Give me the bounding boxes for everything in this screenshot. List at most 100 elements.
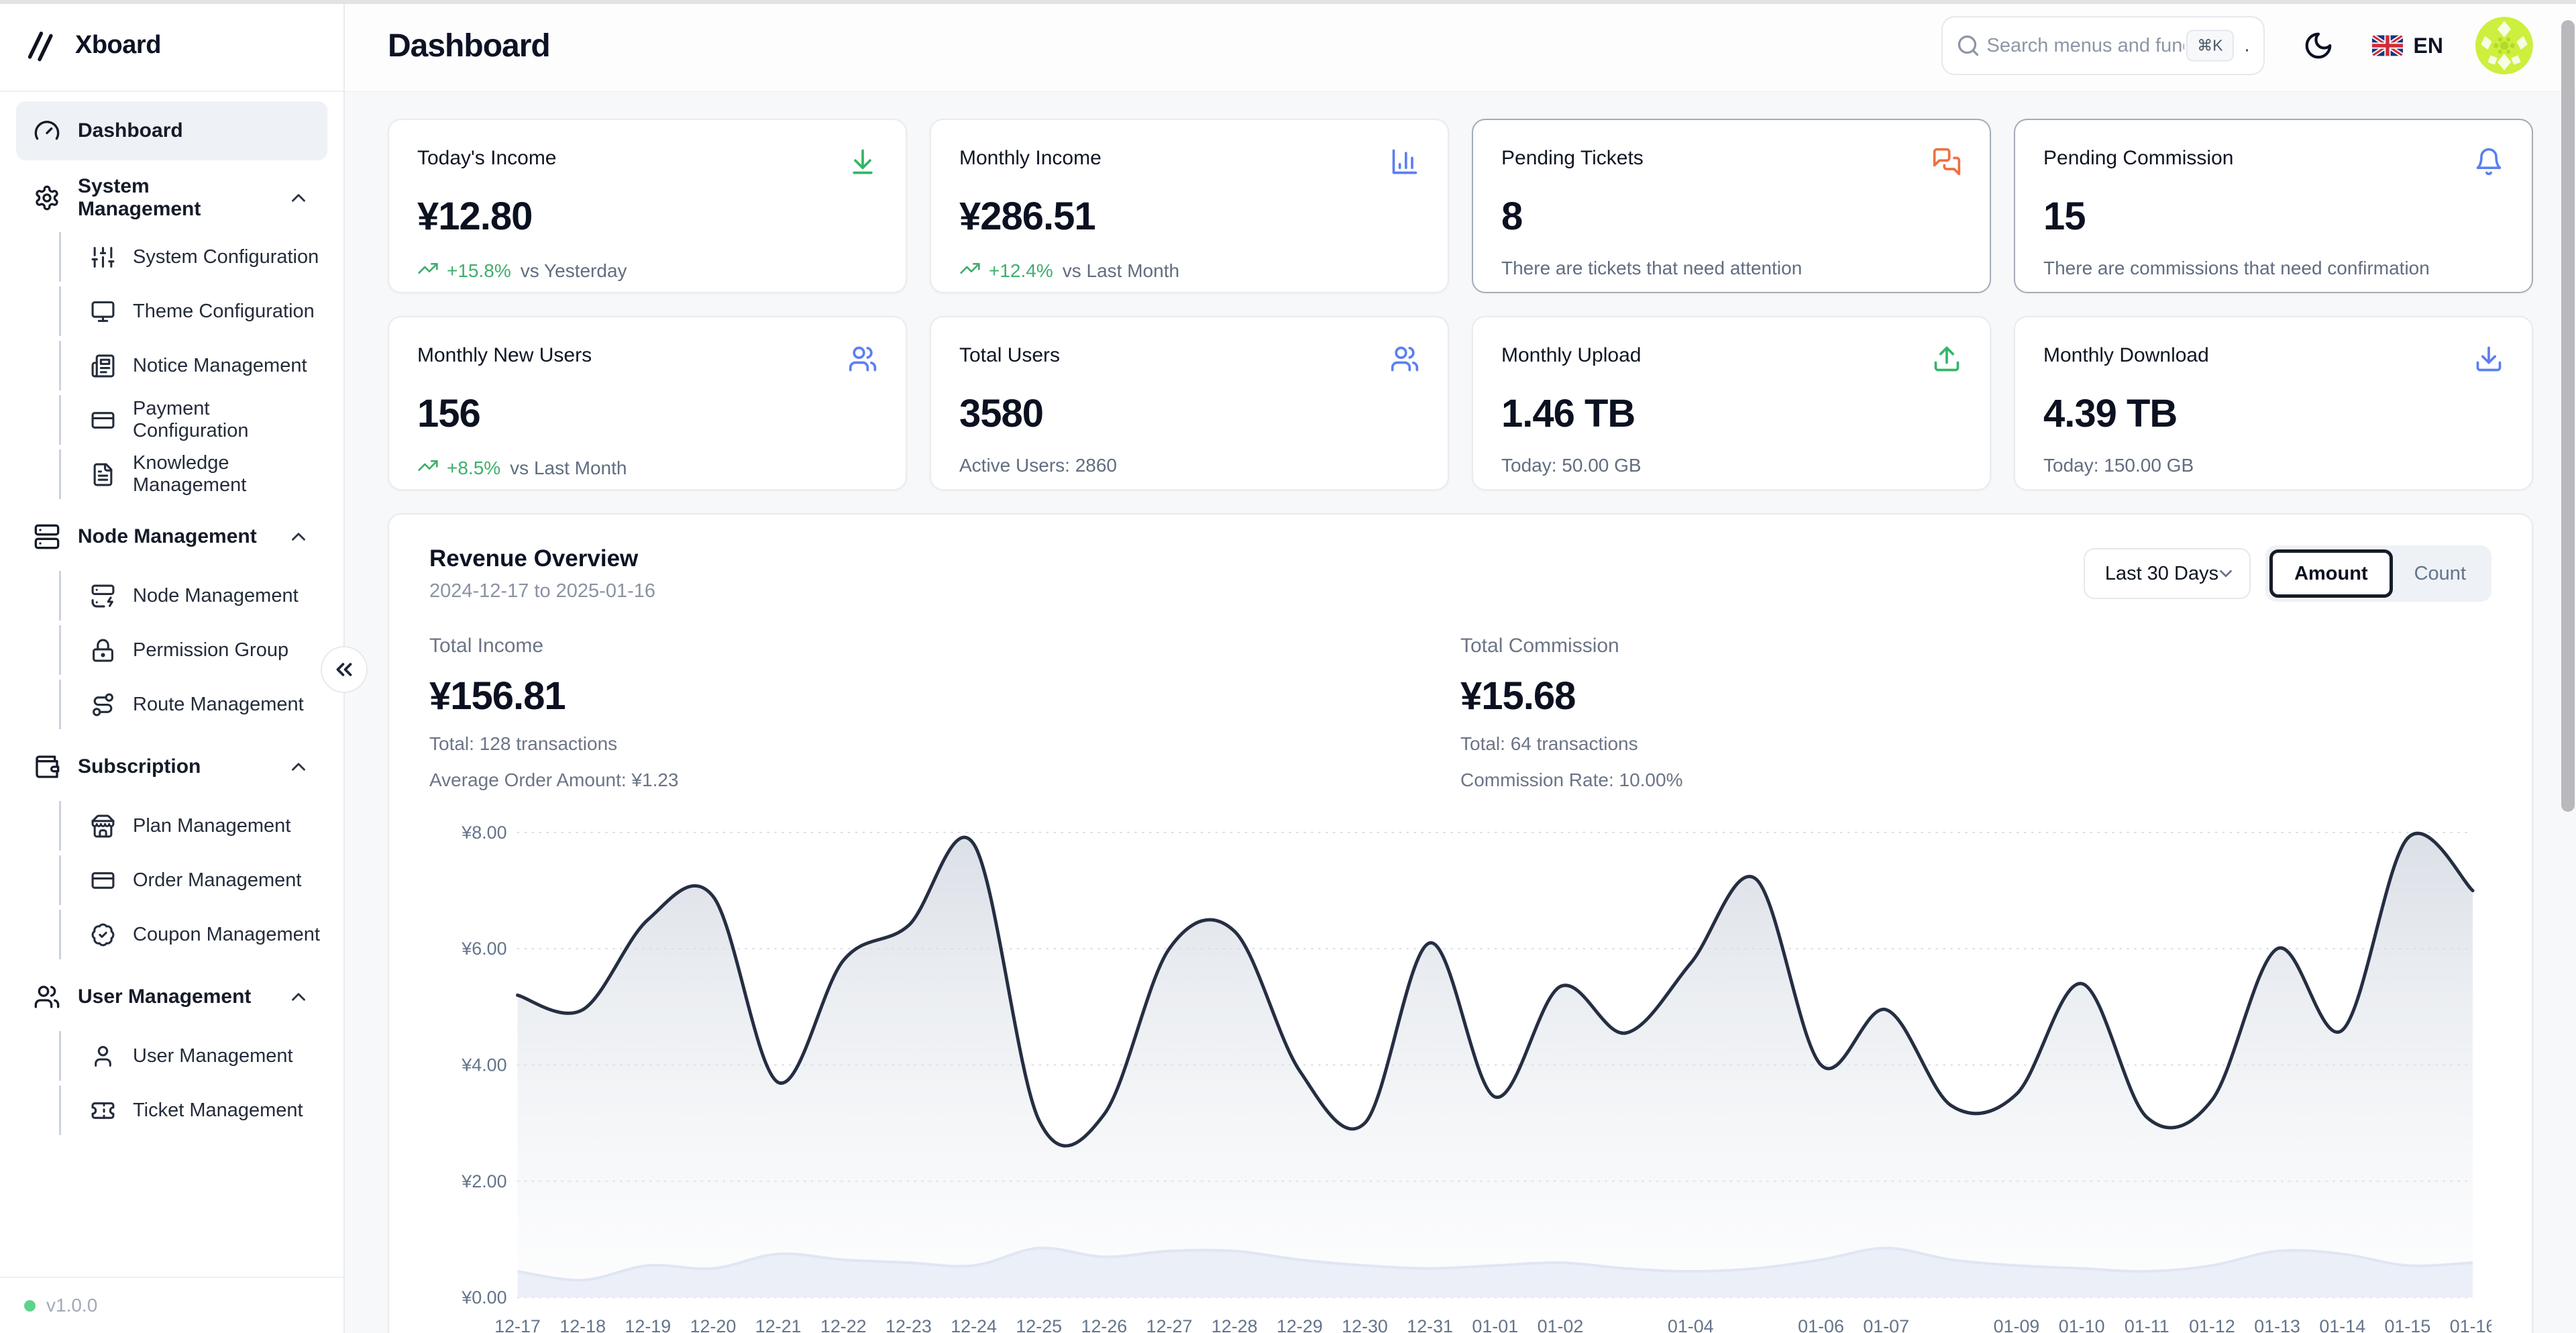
sidebar-subitem-label: Ticket Management — [133, 1099, 303, 1121]
sidebar-subitem-payment-configuration[interactable]: Payment Configuration — [59, 395, 327, 445]
bell-icon — [2474, 147, 2504, 176]
stat-card-title: Total Users — [959, 344, 1061, 366]
stat-card-monthly-download: Monthly Download 4.39 TB Today: 150.00 GB — [2014, 316, 2533, 490]
x-axis-label: 01-10 — [2059, 1316, 2105, 1333]
x-axis-label: 01-04 — [1668, 1316, 1714, 1333]
app-logo-row[interactable]: Xboard — [0, 0, 343, 92]
sidebar-subitem-order-management[interactable]: Order Management — [59, 855, 327, 905]
x-axis-label: 12-17 — [494, 1316, 541, 1333]
total-income-line1: Total: 128 transactions — [429, 733, 618, 754]
sidebar-item-node-management[interactable]: Node Management — [16, 507, 327, 566]
trending-up-icon — [417, 455, 439, 481]
stat-card-today-s-income: Today's Income ¥12.80 +15.8% vs Yesterday — [388, 119, 907, 293]
credit-card-icon — [91, 868, 115, 893]
revenue-controls: Last 30 Days Amount Count — [2083, 545, 2491, 602]
stat-card-value: 15 — [2043, 195, 2086, 238]
stat-card-title: Monthly Income — [959, 147, 1102, 169]
revenue-date-range: 2024-12-17 to 2025-01-16 — [429, 580, 655, 602]
sidebar-subitem-plan-management[interactable]: Plan Management — [59, 801, 327, 851]
page-title: Dashboard — [388, 28, 551, 64]
trend-value: +8.5% — [447, 457, 501, 478]
stat-card-subtext: +15.8% vs Yesterday — [417, 258, 877, 284]
stat-card-monthly-income: Monthly Income ¥286.51 +12.4% vs Last Month — [930, 119, 1449, 293]
search-box[interactable]: ⌘K . — [1941, 16, 2265, 75]
sidebar-subitem-ticket-management[interactable]: Ticket Management — [59, 1085, 327, 1135]
sidebar-subitem-label: Coupon Management — [133, 923, 320, 945]
revenue-header: Revenue Overview 2024-12-17 to 2025-01-1… — [429, 545, 2491, 602]
stat-card-pending-commission: Pending Commission 15 There are commission… — [2014, 119, 2533, 293]
search-icon — [1956, 34, 1980, 58]
scrollbar-thumb[interactable] — [2561, 20, 2575, 812]
chevron-down-icon — [2216, 564, 2236, 584]
file-text-icon — [91, 462, 115, 487]
sidebar-subitem-route-management[interactable]: Route Management — [59, 680, 327, 729]
x-axis-label: 01-12 — [2189, 1316, 2235, 1333]
main-area: Dashboard ⌘K . EN — [345, 0, 2576, 1333]
store-icon — [91, 814, 115, 839]
sidebar-subitem-label: Knowledge Management — [133, 452, 247, 496]
sidebar-subitem-system-configuration[interactable]: System Configuration — [59, 232, 327, 282]
chevron-up-icon — [287, 985, 310, 1008]
sidebar-subitem-label: Plan Management — [133, 814, 291, 837]
gauge-icon — [34, 117, 60, 144]
language-selector[interactable]: EN — [2371, 34, 2443, 58]
toggle-amount[interactable]: Amount — [2269, 549, 2393, 598]
stat-card-title: Monthly Upload — [1501, 344, 1642, 366]
chevron-up-icon — [287, 186, 310, 209]
search-shortcut-badge: ⌘K — [2186, 30, 2234, 62]
stat-card-title: Today's Income — [417, 147, 557, 169]
stat-card-subtext: Today: 150.00 GB — [2043, 455, 2504, 476]
sidebar-subitem-notice-management[interactable]: Notice Management — [59, 341, 327, 390]
trend-suffix: vs Last Month — [1062, 260, 1180, 281]
users-icon — [1390, 344, 1419, 374]
stat-card-subtext: Today: 50.00 GB — [1501, 455, 1962, 476]
stat-card-value: 8 — [1501, 195, 1523, 238]
avatar[interactable] — [2475, 17, 2533, 74]
x-axis-label: 12-28 — [1212, 1316, 1258, 1333]
sidebar-item-user-management[interactable]: User Management — [16, 967, 327, 1026]
period-select[interactable]: Last 30 Days — [2083, 548, 2251, 599]
bar-chart-icon — [1390, 147, 1419, 176]
dark-mode-toggle[interactable] — [2297, 24, 2340, 67]
user-icon — [91, 1044, 115, 1069]
sidebar-subitem-knowledge-management[interactable]: Knowledge Management — [59, 449, 327, 499]
stat-card-total-users: Total Users 3580 Active Users: 2860 — [930, 316, 1449, 490]
x-axis-label: 12-25 — [1016, 1316, 1062, 1333]
sidebar-subitem-user-management[interactable]: User Management — [59, 1031, 327, 1081]
stat-card-value: 156 — [417, 392, 481, 435]
app-version: v1.0.0 — [46, 1295, 98, 1316]
amount-count-toggle: Amount Count — [2265, 545, 2491, 602]
sidebar-subitem-label: Route Management — [133, 693, 304, 715]
sidebar-item-label: Subscription — [78, 755, 201, 778]
route-icon — [91, 692, 115, 717]
stat-card-subtext: +12.4% vs Last Month — [959, 258, 1419, 284]
stat-card-subtext: There are commissions that need confirma… — [2043, 258, 2504, 279]
sliders-icon — [91, 245, 115, 270]
x-axis-label: 12-30 — [1342, 1316, 1388, 1333]
x-axis-label: 01-01 — [1472, 1316, 1518, 1333]
stats-grid: Today's Income ¥12.80 +15.8% vs Yesterday Mo… — [388, 119, 2533, 490]
chevron-up-icon — [287, 525, 310, 548]
x-axis-label: 01-09 — [1994, 1316, 2040, 1333]
x-axis-label: 12-19 — [625, 1316, 671, 1333]
y-axis-label: ¥2.00 — [461, 1171, 506, 1191]
sidebar-subitem-coupon-management[interactable]: Coupon Management — [59, 910, 327, 959]
toggle-count[interactable]: Count — [2414, 562, 2466, 584]
search-input[interactable] — [1986, 34, 2184, 57]
upload-icon — [1932, 344, 1962, 374]
sidebar-item-system-management[interactable]: System Management — [16, 168, 327, 227]
sidebar-item-dashboard[interactable]: Dashboard — [16, 101, 327, 160]
wallet-icon — [34, 753, 60, 780]
sidebar-item-subscription[interactable]: Subscription — [16, 737, 327, 796]
sidebar-subitem-node-management[interactable]: Node Management — [59, 571, 327, 621]
x-axis-label: 01-16 — [2450, 1316, 2491, 1333]
monitor-icon — [91, 299, 115, 324]
sidebar-collapse-button[interactable] — [321, 646, 368, 693]
stat-card-value: 1.46 TB — [1501, 392, 1635, 435]
sidebar-item-label: User Management — [78, 985, 252, 1008]
sidebar-subitem-theme-configuration[interactable]: Theme Configuration — [59, 286, 327, 336]
total-income-line2: Average Order Amount: ¥1.23 — [429, 769, 679, 790]
sidebar-footer: v1.0.0 — [0, 1277, 343, 1333]
x-axis-label: 01-14 — [2319, 1316, 2365, 1333]
sidebar-subitem-permission-group[interactable]: Permission Group — [59, 625, 327, 675]
